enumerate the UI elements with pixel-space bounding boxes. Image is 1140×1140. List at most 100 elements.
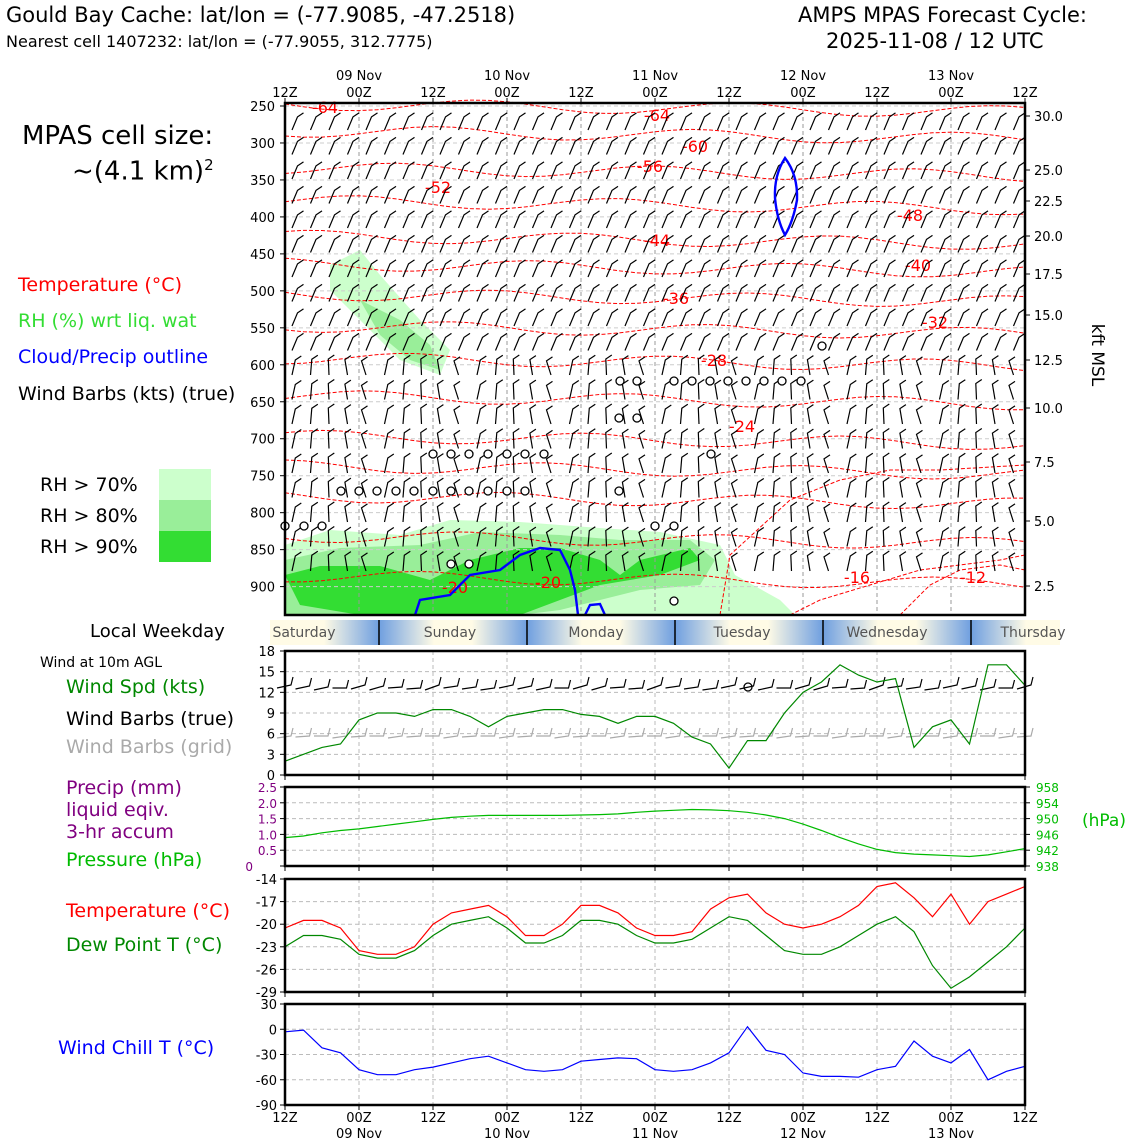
wind-barb [736,309,748,326]
p-tick-label: 700 [250,433,275,448]
surface-wind-barb-true [925,680,941,690]
wind-barb [903,113,915,130]
surface-wind-barb-true [906,679,922,689]
wind-barb [995,235,1007,252]
wind-barb [551,309,563,326]
wind-barb [715,454,721,473]
wind-barb [718,137,730,154]
wind-barb [329,211,341,228]
calm-wind-circle [818,342,826,350]
wind-barb [958,309,970,326]
wind-barb [807,478,813,497]
wind-barb [824,455,830,473]
p-tick-label: 500 [250,285,275,300]
wind-barb [366,113,378,130]
wind-barb [292,162,304,179]
bottom-hour-label: 00Z [938,1111,964,1126]
p-tick-label: 750 [250,470,275,485]
wind-barb [570,479,579,498]
surface-wind-barb-true [703,680,719,690]
wind-barb [514,235,526,252]
surface-wind-barb-true [481,680,497,690]
wind-barb [1014,235,1026,252]
wind-barb [496,502,503,522]
wind-barb [992,552,998,571]
wind-barb [883,404,889,424]
wind-barb [1014,333,1026,350]
wind-barb [810,137,822,154]
wind-barb [345,454,351,473]
wind-barb [921,235,933,252]
pressure-ytick-label: 938 [1036,860,1059,874]
wind-barb [829,309,841,326]
surface-wind-barb-true [610,679,626,688]
wind-barb [824,553,830,571]
wind-barb [496,478,503,498]
wind-barb [385,479,394,498]
kft-tick-label: 25.0 [1034,164,1063,179]
wind-barb [329,162,341,179]
surface-wind-barb-grid [370,728,386,736]
bottom-date-label: 13 Nov [928,1127,974,1140]
wind-barb [533,235,545,252]
wind-barb [903,309,915,326]
wind-barb [328,380,334,400]
wind-barb [459,309,471,326]
precip-ytick-label: 1.5 [258,813,277,827]
wind-barb [422,113,434,130]
wind-barb [699,309,711,326]
wind-barb [625,333,637,350]
wind-barb [533,309,545,326]
temp-ytick-label: -26 [256,963,277,978]
pressure-ytick-label: 942 [1036,844,1059,858]
calm-wind-circle [706,377,714,385]
wind-barb [385,137,397,154]
windchill-ytick-label: -30 [256,1049,277,1064]
wind-barb [900,380,906,399]
wind-barb [644,137,656,154]
temperature-contour-label: -44 [644,231,670,250]
kft-axis-label: kft MSL [1087,324,1107,387]
wind-barb [958,527,965,547]
wind-barb [995,211,1007,228]
wind-barb [1014,284,1026,301]
calm-wind-circle [616,377,624,385]
wind-barb [551,333,563,350]
wind-barb [496,162,508,179]
wind-barb [311,260,323,277]
wind-barb [718,284,730,301]
wind-barb [348,235,360,252]
wind-barb [810,113,822,130]
wind-barb [732,553,738,571]
surface-wind-barb-grid [296,728,312,737]
wind-barb [454,357,460,375]
wind-barb [847,211,859,228]
wind-barb [514,211,526,228]
wind-barb [496,211,508,228]
wind-barb [992,356,998,375]
wind-barb [810,309,822,326]
wind-barb [625,211,637,228]
wind-barb [403,478,410,498]
wind-barb [791,404,797,424]
wind-barb [715,527,721,546]
wind-barb [699,113,711,130]
wind-barb [459,235,471,252]
bottom-hour-label: 12Z [716,1111,742,1126]
surface-wind-barb-grid [462,728,478,737]
surface-wind-barb-grid [610,728,626,738]
temperature-contour-label: -64 [644,106,670,125]
wind-barb [366,186,378,203]
wind-barb [847,235,859,252]
wind-barb [551,162,563,179]
wind-barb [639,479,645,497]
wind-ytick-label: 12 [258,686,275,701]
temperature-contour-label: -48 [897,206,923,225]
wind-barb [755,186,767,203]
wind-barb [755,113,767,130]
wind-barb [736,260,748,277]
bottom-date-label: 12 Nov [780,1127,826,1140]
surface-wind-barb-true [407,680,423,689]
wind-barb [403,404,410,424]
bottom-hour-label: 12Z [864,1111,890,1126]
